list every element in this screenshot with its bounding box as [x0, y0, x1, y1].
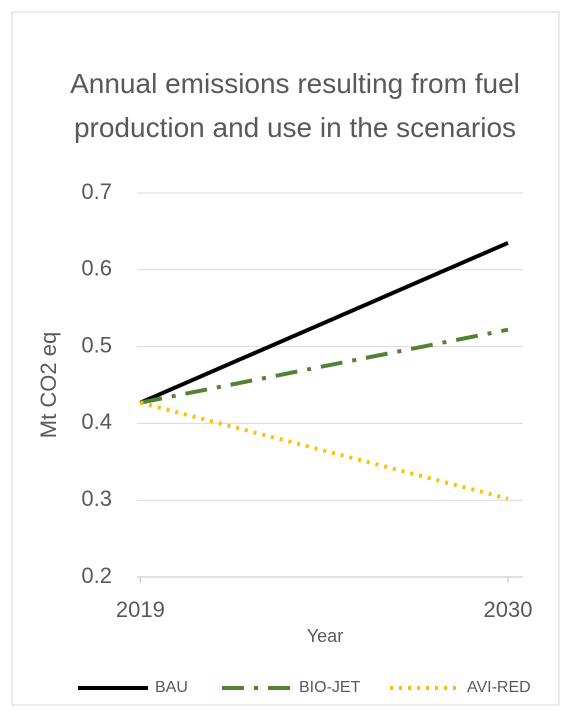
- y-tick-label: 0.5: [81, 332, 112, 357]
- legend-label: AVI-RED: [467, 679, 531, 696]
- y-tick-label: 0.7: [81, 179, 112, 204]
- series-line: [139, 400, 509, 501]
- x-tick-label: 2019: [116, 597, 165, 622]
- y-tick-label: 0.3: [81, 486, 112, 511]
- y-tick-label: 0.4: [81, 409, 112, 434]
- series-line: [139, 241, 509, 405]
- legend-label: BAU: [155, 679, 188, 696]
- series-line: [139, 327, 509, 405]
- y-tick-label: 0.2: [81, 563, 112, 588]
- x-axis-label: Year: [307, 626, 343, 646]
- y-axis-label: Mt CO2 eq: [36, 332, 61, 438]
- chart-border: [11, 11, 560, 706]
- y-tick-label: 0.6: [81, 256, 112, 281]
- chart-title: Annual emissions resulting from fuel pro…: [70, 68, 520, 143]
- legend-label: BIO-JET: [299, 679, 361, 696]
- x-tick-label: 2030: [483, 597, 532, 622]
